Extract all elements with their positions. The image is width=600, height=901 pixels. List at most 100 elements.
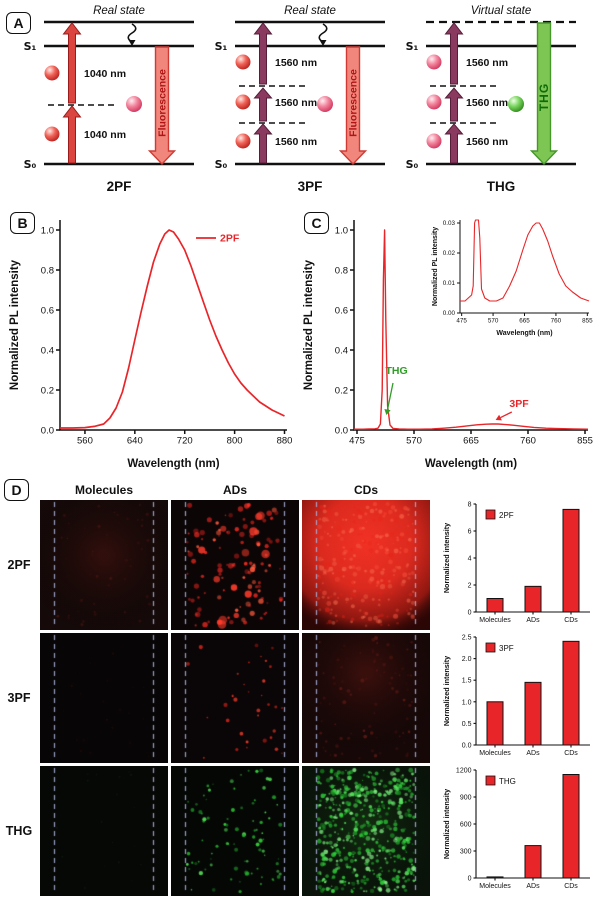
svg-text:1.0: 1.0: [41, 225, 54, 236]
state-label: Real state: [93, 5, 145, 17]
excitation-arrow-lower: [62, 105, 82, 164]
fluorescence-arrow: [338, 46, 368, 166]
svg-text:3PF: 3PF: [499, 644, 514, 653]
relaxation-arrowhead: [128, 40, 136, 46]
emission-label: Fluorescence: [157, 69, 169, 137]
thg-emission-arrow: [529, 22, 559, 166]
s1-label: S₁: [24, 40, 37, 53]
svg-text:2PF: 2PF: [220, 233, 240, 245]
excitation-arrow-3: [253, 22, 273, 85]
micrograph-thg-ads: [171, 766, 299, 896]
svg-text:1200: 1200: [456, 767, 472, 774]
svg-text:Molecules: Molecules: [479, 617, 511, 624]
svg-text:Wavelength (nm): Wavelength (nm): [496, 330, 552, 337]
svg-text:800: 800: [227, 436, 243, 447]
svg-text:CDs: CDs: [564, 617, 578, 624]
svg-text:665: 665: [519, 317, 530, 324]
micrograph-2pf-ads: [171, 500, 299, 630]
panel-label-a: A: [6, 12, 31, 34]
svg-text:3PF: 3PF: [509, 398, 529, 410]
relaxation-wavy-arrow: [127, 23, 137, 43]
excitation-arrow-upper: [62, 22, 82, 104]
photon-wavelength: 1560 nm: [275, 97, 317, 109]
photon-wavelength: 1560 nm: [275, 136, 317, 148]
s0-label: S₀: [215, 158, 228, 171]
row-label-thg: THG: [5, 824, 33, 838]
panel-label-c: C: [304, 212, 329, 234]
panel-c-chart: 0.0 0.2 0.4 0.6 0.8 1.0 475 570 665 760 855 Wavelen…: [298, 204, 598, 475]
diagram-footer: 2PF: [107, 179, 132, 194]
diagram-footer: 3PF: [298, 179, 323, 194]
svg-text:ADs: ADs: [526, 617, 540, 624]
excitation-arrow-2: [444, 87, 464, 122]
relaxation-arrowhead: [319, 40, 327, 46]
bar-chart-thg: 0 300 600 900 1200 Molecules ADs CDs Normalized …: [440, 764, 596, 900]
micrograph-thg-cds: [302, 766, 430, 896]
state-label: Virtual state: [471, 5, 532, 17]
photon-ball: [235, 133, 251, 149]
micrograph-3pf-ads: [171, 633, 299, 763]
svg-text:300: 300: [460, 848, 472, 855]
svg-text:Normalized intensity: Normalized intensity: [442, 789, 451, 859]
svg-text:CDs: CDs: [564, 750, 578, 757]
svg-text:600: 600: [460, 821, 472, 828]
svg-text:0.0: 0.0: [335, 425, 348, 436]
energy-diagram-3pf: Real state S₁ S₀ 1560 nm 1560 nm 1560 nm…: [215, 5, 385, 194]
svg-text:570: 570: [406, 436, 422, 447]
svg-text:Molecules: Molecules: [479, 750, 511, 757]
fluorescence-arrow: [147, 46, 177, 166]
svg-text:2PF: 2PF: [499, 511, 514, 520]
emission-label: Fluorescence: [348, 69, 360, 137]
svg-text:0.01: 0.01: [443, 280, 456, 287]
bar-chart-2pf: 0 2 4 6 8 Molecules ADs CDs Normalized intensity…: [440, 498, 596, 634]
excitation-arrow-2: [253, 87, 273, 122]
photon-ball: [44, 65, 60, 81]
svg-text:0.03: 0.03: [443, 220, 456, 227]
diagram-footer: THG: [487, 179, 516, 194]
svg-text:0.02: 0.02: [443, 250, 456, 257]
svg-text:Normalized intensity: Normalized intensity: [442, 656, 451, 726]
photon-wavelength: 1560 nm: [275, 57, 317, 69]
svg-text:0.0: 0.0: [41, 425, 54, 436]
svg-text:760: 760: [551, 317, 562, 324]
panel-label-d: D: [4, 479, 29, 501]
micrograph-3pf-cds: [302, 633, 430, 763]
svg-text:855: 855: [582, 317, 593, 324]
svg-text:0.6: 0.6: [41, 305, 54, 316]
svg-text:Molecules: Molecules: [479, 883, 511, 890]
photon-ball: [426, 94, 442, 110]
col-header-molecules: Molecules: [74, 483, 134, 497]
svg-text:1.5: 1.5: [462, 678, 472, 685]
svg-text:Normalized PL intensity: Normalized PL intensity: [303, 259, 315, 390]
emission-label: THG: [537, 83, 551, 111]
svg-text:Wavelength (nm): Wavelength (nm): [127, 458, 219, 470]
svg-text:2.5: 2.5: [462, 634, 472, 641]
excitation-arrow-1: [444, 123, 464, 164]
photon-wavelength: 1560 nm: [466, 57, 508, 69]
photon-wavelength: 1040 nm: [84, 129, 126, 141]
svg-text:0.4: 0.4: [335, 345, 348, 356]
svg-text:560: 560: [77, 436, 93, 447]
photon-wavelength: 1040 nm: [84, 68, 126, 80]
s0-label: S₀: [24, 158, 37, 171]
svg-text:CDs: CDs: [564, 883, 578, 890]
relaxation-wavy-arrow: [318, 23, 328, 43]
svg-text:0: 0: [468, 609, 472, 616]
svg-text:0.4: 0.4: [41, 345, 54, 356]
svg-text:ADs: ADs: [526, 883, 540, 890]
energy-diagram-thg: Virtual state S₁ S₀ 1560 nm 1560 nm 1560…: [406, 5, 576, 194]
col-header-cds: CDs: [353, 483, 378, 497]
svg-text:665: 665: [463, 436, 479, 447]
svg-text:4: 4: [468, 555, 472, 562]
excitation-arrow-3: [444, 22, 464, 85]
row-label-3pf: 3PF: [7, 691, 31, 705]
svg-text:2: 2: [468, 582, 472, 589]
svg-text:Normalized intensity: Normalized intensity: [442, 523, 451, 593]
excitation-arrow-1: [253, 123, 273, 164]
photon-wavelength: 1560 nm: [466, 136, 508, 148]
row-label-2pf: 2PF: [7, 558, 31, 572]
energy-diagram-2pf: Real state S₁ S₀ 1040 nm 1040 nm Fluores…: [24, 5, 194, 194]
svg-text:0.8: 0.8: [335, 265, 348, 276]
svg-text:Normalized PL intensity: Normalized PL intensity: [432, 227, 439, 306]
svg-text:0.6: 0.6: [335, 305, 348, 316]
